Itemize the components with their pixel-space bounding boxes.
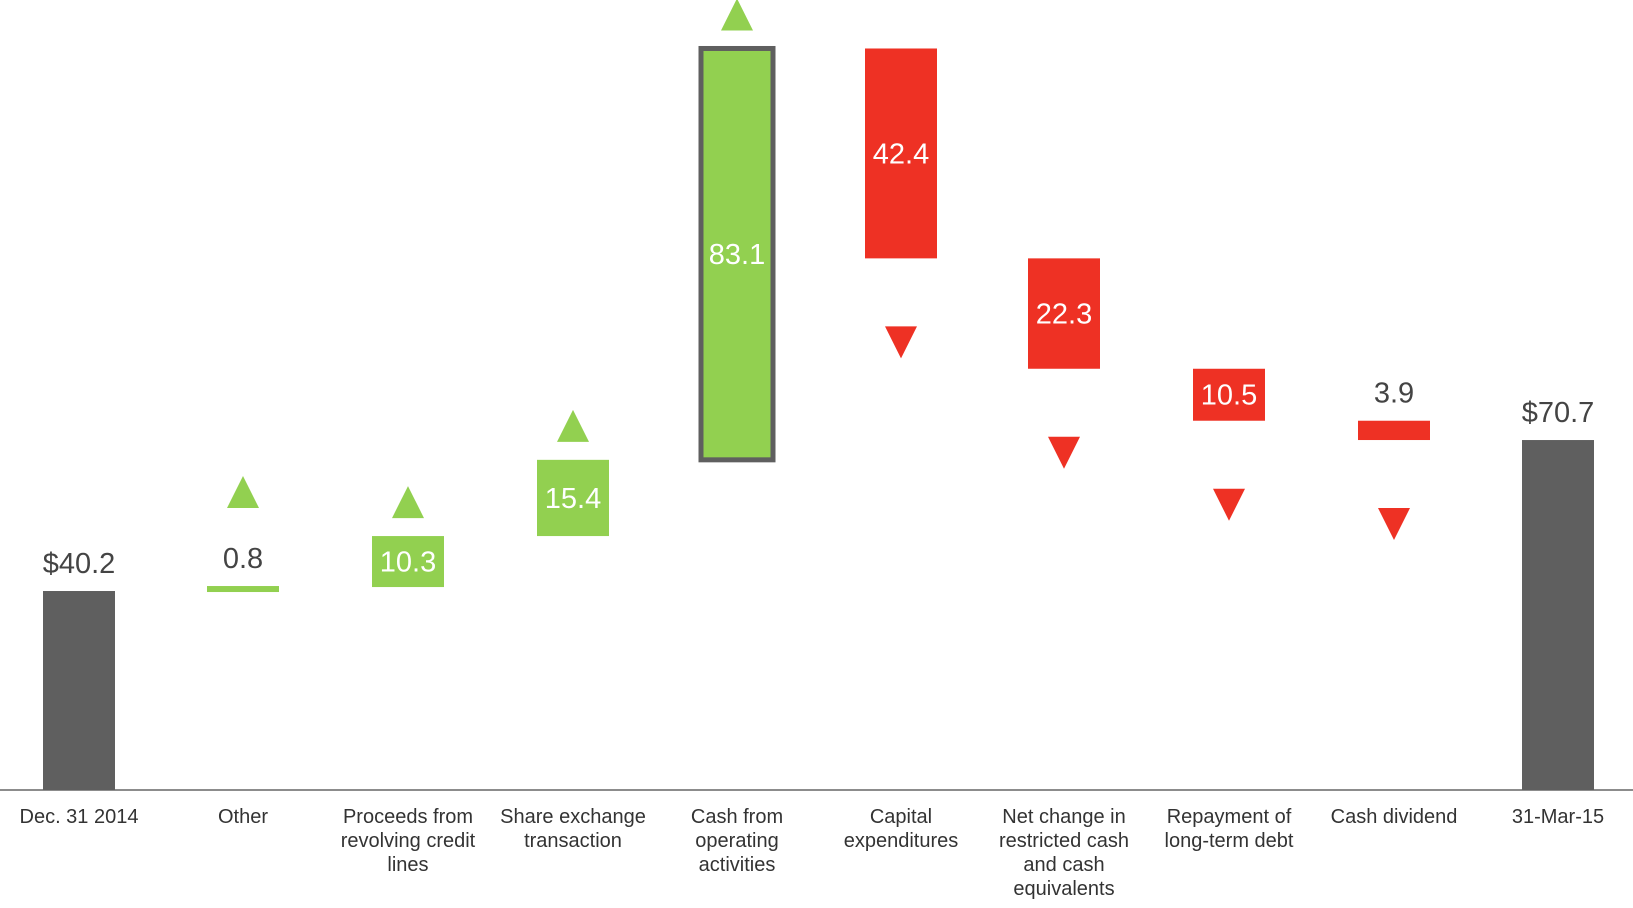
bar-31-mar-15 — [1522, 440, 1594, 790]
bar-repayment-of-long-term-debt — [1193, 368, 1265, 421]
category-label-proceeds-from-revolving-credit-lines: lines — [387, 854, 428, 876]
category-label-other: Other — [218, 806, 268, 828]
bar-cash-dividend — [1358, 420, 1430, 441]
bar-cash-from-operating-activities — [698, 45, 776, 463]
bar-dec-31-2014 — [43, 591, 115, 790]
value-label-other: 0.8 — [223, 543, 263, 575]
category-label-cash-from-operating-activities: operating — [695, 830, 778, 852]
value-label-cash-dividend: 3.9 — [1374, 378, 1414, 410]
category-label-cash-from-operating-activities: activities — [699, 854, 776, 876]
category-label-capital-expenditures: expenditures — [844, 830, 959, 852]
down-arrow-icon — [1378, 508, 1410, 541]
category-label-31-mar-15: 31-Mar-15 — [1512, 806, 1604, 828]
value-label-31-mar-15: $70.7 — [1522, 397, 1595, 429]
category-label-share-exchange-transaction: Share exchange — [500, 806, 646, 828]
category-label-cash-dividend: Cash dividend — [1331, 806, 1458, 828]
value-label-repayment-of-long-term-debt: 10.5 — [1201, 380, 1257, 412]
bars-group — [43, 45, 1594, 790]
value-label-capital-expenditures: 42.4 — [873, 138, 929, 170]
up-arrow-icon — [557, 409, 589, 442]
category-label-repayment-of-long-term-debt: Repayment of — [1167, 806, 1292, 828]
bar-proceeds-from-revolving-credit-lines — [372, 536, 444, 588]
up-arrow-icon — [392, 486, 424, 519]
category-label-proceeds-from-revolving-credit-lines: Proceeds from — [343, 806, 473, 828]
category-label-proceeds-from-revolving-credit-lines: revolving credit — [341, 830, 476, 852]
arrow-markers-group — [227, 0, 1410, 541]
category-label-share-exchange-transaction: transaction — [524, 830, 622, 852]
value-label-dec-31-2014: $40.2 — [43, 548, 116, 580]
up-arrow-icon — [721, 0, 753, 31]
bar-capital-expenditures — [865, 48, 937, 259]
category-label-repayment-of-long-term-debt: long-term debt — [1165, 830, 1294, 852]
down-arrow-icon — [1213, 488, 1245, 521]
value-label-proceeds-from-revolving-credit-lines: 10.3 — [380, 547, 436, 579]
category-label-net-change-in-restricted-cash-and-cash-equivalents: and cash — [1023, 854, 1104, 876]
up-arrow-icon — [227, 476, 259, 509]
value-label-cash-from-operating-activities: 83.1 — [709, 239, 765, 271]
category-labels-group: Dec. 31 2014 Other Proceeds fromrevolving … — [20, 806, 1605, 900]
category-label-capital-expenditures: Capital — [870, 806, 932, 828]
value-label-net-change-in-restricted-cash-and-cash-equivalents: 22.3 — [1036, 299, 1092, 331]
category-label-dec-31-2014: Dec. 31 2014 — [20, 806, 139, 828]
down-arrow-icon — [1048, 436, 1080, 469]
down-arrow-icon — [885, 326, 917, 359]
bar-other — [207, 586, 279, 593]
category-label-net-change-in-restricted-cash-and-cash-equivalents: equivalents — [1013, 878, 1114, 900]
category-label-cash-from-operating-activities: Cash from — [691, 806, 783, 828]
category-label-net-change-in-restricted-cash-and-cash-equivalents: Net change in — [1002, 806, 1125, 828]
bar-net-change-in-restricted-cash-and-cash-equivalents — [1028, 258, 1100, 369]
value-labels-group: $40.2 0.8 10.3 15.4 83.1 42.4 22.3 10.5 3.9 $70.7 — [43, 138, 1595, 580]
value-label-share-exchange-transaction: 15.4 — [545, 483, 601, 515]
bar-share-exchange-transaction — [537, 459, 609, 537]
category-label-net-change-in-restricted-cash-and-cash-equivalents: restricted cash — [999, 830, 1129, 852]
